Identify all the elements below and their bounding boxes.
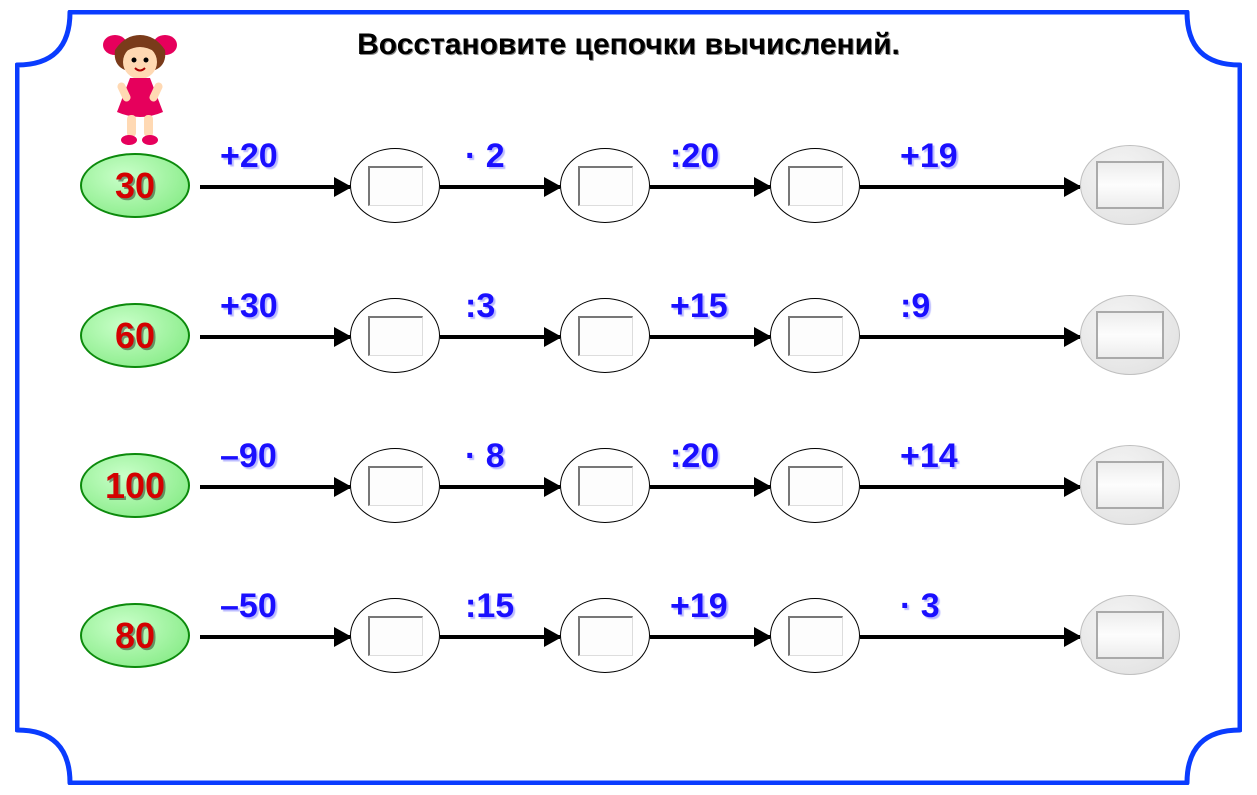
- input-box[interactable]: [1096, 311, 1164, 359]
- operation-label: · 3: [900, 587, 940, 626]
- operation-label: –50: [220, 587, 277, 626]
- arrow-icon: [650, 335, 770, 339]
- input-box[interactable]: [788, 316, 843, 356]
- page-title: Восстановите цепочки вычислений.: [0, 28, 1257, 62]
- arrow-icon: [200, 185, 350, 189]
- final-answer-blank[interactable]: [1080, 145, 1180, 225]
- operation-label: :20: [670, 137, 719, 176]
- chain-start-value: 100: [80, 453, 190, 518]
- input-box[interactable]: [788, 466, 843, 506]
- calculation-chain: 100–90· 8:20+14: [70, 445, 1197, 530]
- arrow-icon: [200, 335, 350, 339]
- final-answer-blank[interactable]: [1080, 295, 1180, 375]
- input-box[interactable]: [578, 616, 633, 656]
- arrow-icon: [860, 335, 1080, 339]
- input-box[interactable]: [578, 166, 633, 206]
- arrow-icon: [440, 185, 560, 189]
- input-box[interactable]: [788, 616, 843, 656]
- operation-label: :9: [900, 287, 930, 326]
- chain-start-value: 30: [80, 153, 190, 218]
- calculation-chain: 80–50:15+19· 3: [70, 595, 1197, 680]
- operation-label: · 2: [465, 137, 505, 176]
- answer-blank[interactable]: [770, 598, 860, 673]
- answer-blank[interactable]: [350, 448, 440, 523]
- calculation-chain: 30+20· 2:20+19: [70, 145, 1197, 230]
- arrow-icon: [440, 635, 560, 639]
- answer-blank[interactable]: [560, 448, 650, 523]
- answer-blank[interactable]: [770, 148, 860, 223]
- operation-label: +30: [220, 287, 278, 326]
- input-box[interactable]: [368, 316, 423, 356]
- input-box[interactable]: [788, 166, 843, 206]
- arrow-icon: [860, 635, 1080, 639]
- input-box[interactable]: [1096, 461, 1164, 509]
- operation-label: · 8: [465, 437, 505, 476]
- input-box[interactable]: [578, 316, 633, 356]
- operation-label: +14: [900, 437, 958, 476]
- answer-blank[interactable]: [770, 298, 860, 373]
- answer-blank[interactable]: [560, 598, 650, 673]
- arrow-icon: [860, 485, 1080, 489]
- final-answer-blank[interactable]: [1080, 595, 1180, 675]
- input-box[interactable]: [1096, 611, 1164, 659]
- input-box[interactable]: [368, 466, 423, 506]
- arrow-icon: [200, 485, 350, 489]
- calculation-chain: 60+30:3+15:9: [70, 295, 1197, 380]
- arrow-icon: [440, 485, 560, 489]
- operation-label: +20: [220, 137, 278, 176]
- operation-label: +19: [670, 587, 728, 626]
- operation-label: –90: [220, 437, 277, 476]
- input-box[interactable]: [368, 166, 423, 206]
- chains-container: 30+20· 2:20+1960+30:3+15:9100–90· 8:20+1…: [70, 145, 1197, 745]
- input-box[interactable]: [578, 466, 633, 506]
- arrow-icon: [650, 635, 770, 639]
- chain-start-value: 80: [80, 603, 190, 668]
- operation-label: +19: [900, 137, 958, 176]
- arrow-icon: [200, 635, 350, 639]
- operation-label: :3: [465, 287, 495, 326]
- input-box[interactable]: [368, 616, 423, 656]
- chain-start-value: 60: [80, 303, 190, 368]
- operation-label: :15: [465, 587, 514, 626]
- arrow-icon: [440, 335, 560, 339]
- arrow-icon: [650, 185, 770, 189]
- answer-blank[interactable]: [350, 298, 440, 373]
- answer-blank[interactable]: [770, 448, 860, 523]
- answer-blank[interactable]: [350, 598, 440, 673]
- operation-label: :20: [670, 437, 719, 476]
- arrow-icon: [860, 185, 1080, 189]
- final-answer-blank[interactable]: [1080, 445, 1180, 525]
- operation-label: +15: [670, 287, 728, 326]
- answer-blank[interactable]: [560, 148, 650, 223]
- answer-blank[interactable]: [350, 148, 440, 223]
- answer-blank[interactable]: [560, 298, 650, 373]
- input-box[interactable]: [1096, 161, 1164, 209]
- arrow-icon: [650, 485, 770, 489]
